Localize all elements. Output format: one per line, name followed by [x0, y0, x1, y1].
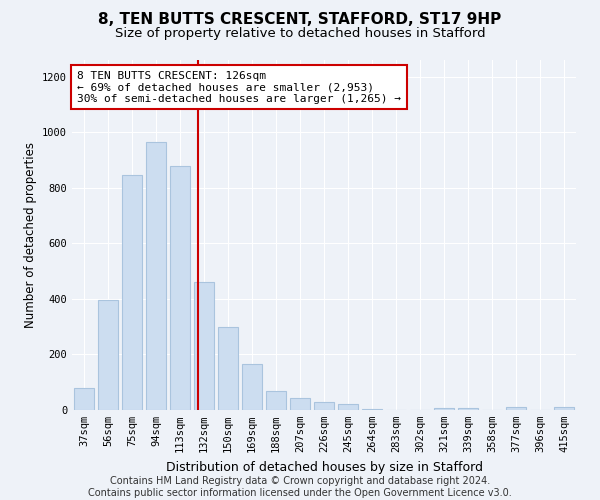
- Text: Size of property relative to detached houses in Stafford: Size of property relative to detached ho…: [115, 28, 485, 40]
- Bar: [122, 176, 142, 410]
- Bar: [434, 408, 454, 410]
- Bar: [146, 142, 166, 410]
- Bar: [74, 388, 94, 410]
- Bar: [242, 364, 262, 410]
- Text: Contains HM Land Registry data © Crown copyright and database right 2024.
Contai: Contains HM Land Registry data © Crown c…: [88, 476, 512, 498]
- Bar: [554, 407, 574, 410]
- Bar: [290, 398, 310, 410]
- Bar: [218, 326, 238, 410]
- Bar: [194, 282, 214, 410]
- Text: 8 TEN BUTTS CRESCENT: 126sqm
← 69% of detached houses are smaller (2,953)
30% of: 8 TEN BUTTS CRESCENT: 126sqm ← 69% of de…: [77, 70, 401, 104]
- Y-axis label: Number of detached properties: Number of detached properties: [23, 142, 37, 328]
- Bar: [266, 390, 286, 410]
- Bar: [458, 408, 478, 410]
- Bar: [506, 407, 526, 410]
- Bar: [98, 300, 118, 410]
- Bar: [362, 408, 382, 410]
- X-axis label: Distribution of detached houses by size in Stafford: Distribution of detached houses by size …: [166, 460, 482, 473]
- Text: 8, TEN BUTTS CRESCENT, STAFFORD, ST17 9HP: 8, TEN BUTTS CRESCENT, STAFFORD, ST17 9H…: [98, 12, 502, 28]
- Bar: [314, 402, 334, 410]
- Bar: [170, 166, 190, 410]
- Bar: [338, 404, 358, 410]
